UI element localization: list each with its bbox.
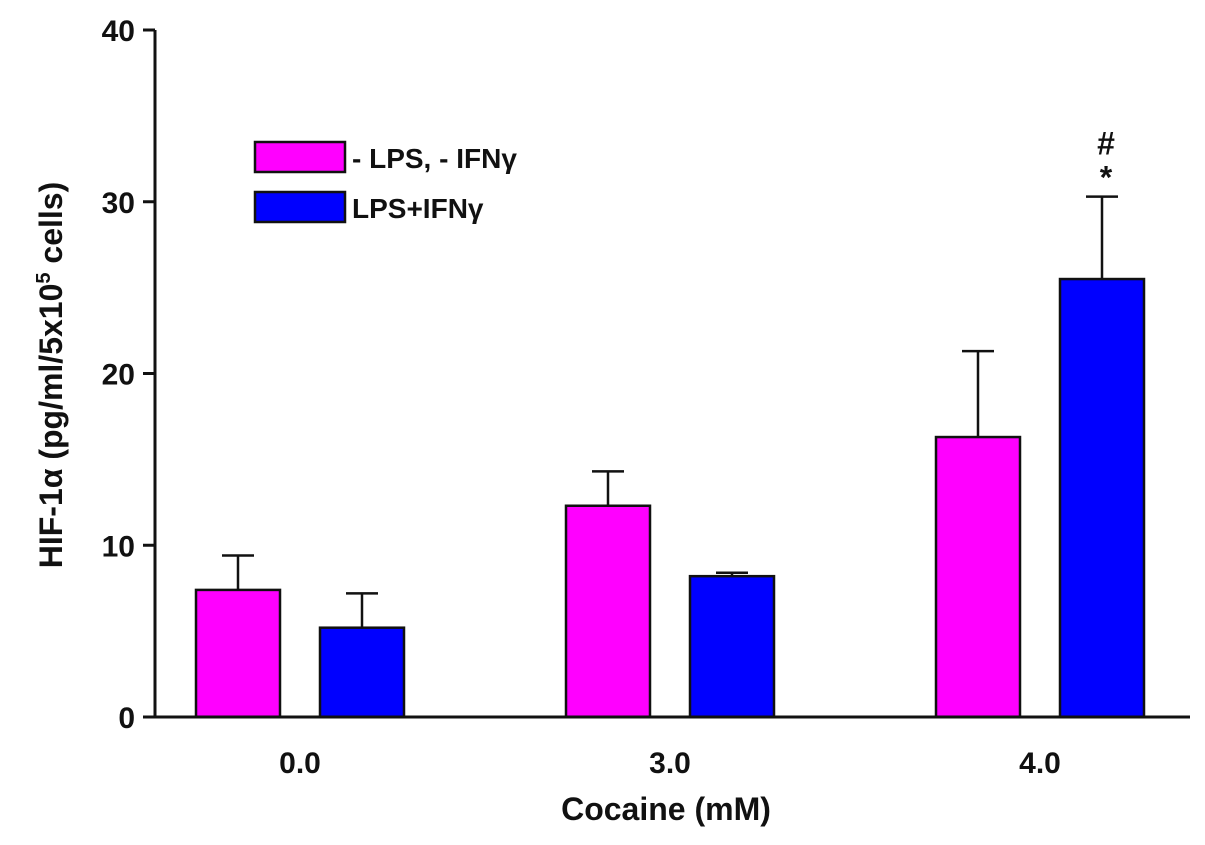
legend: - LPS, - IFNγ LPS+IFNγ xyxy=(253,140,517,224)
y-tick-label: 10 xyxy=(102,530,135,563)
ticks: 0 10 20 30 40 0.0 3.0 4.0 xyxy=(102,15,1061,780)
x-tick-label: 0.0 xyxy=(279,747,321,780)
legend-label: - LPS, - IFNγ xyxy=(352,143,517,174)
annotations: #* xyxy=(1097,126,1115,196)
bar xyxy=(194,588,282,719)
bar xyxy=(934,435,1022,719)
y-tick-label: 30 xyxy=(102,187,135,220)
y-tick-label: 40 xyxy=(102,15,135,48)
y-axis-label: HIF-1α (pg/ml/5x105 cells) xyxy=(33,182,69,568)
error-bars xyxy=(222,195,1118,628)
x-tick-label: 4.0 xyxy=(1019,747,1061,780)
y-tick-label: 20 xyxy=(102,359,135,392)
significance-mark: * xyxy=(1100,160,1113,196)
bar xyxy=(564,504,652,719)
significance-mark: # xyxy=(1097,126,1115,162)
x-axis-label: Cocaine (mM) xyxy=(561,791,771,827)
y-tick-label: 0 xyxy=(118,702,135,735)
x-tick-label: 3.0 xyxy=(649,747,691,780)
bars xyxy=(194,277,1146,719)
bar xyxy=(688,574,776,719)
bar xyxy=(1058,277,1146,719)
bar xyxy=(318,626,406,719)
legend-swatch xyxy=(253,140,347,174)
legend-swatch xyxy=(253,190,347,224)
axes xyxy=(153,30,1190,719)
legend-label: LPS+IFNγ xyxy=(352,193,484,224)
